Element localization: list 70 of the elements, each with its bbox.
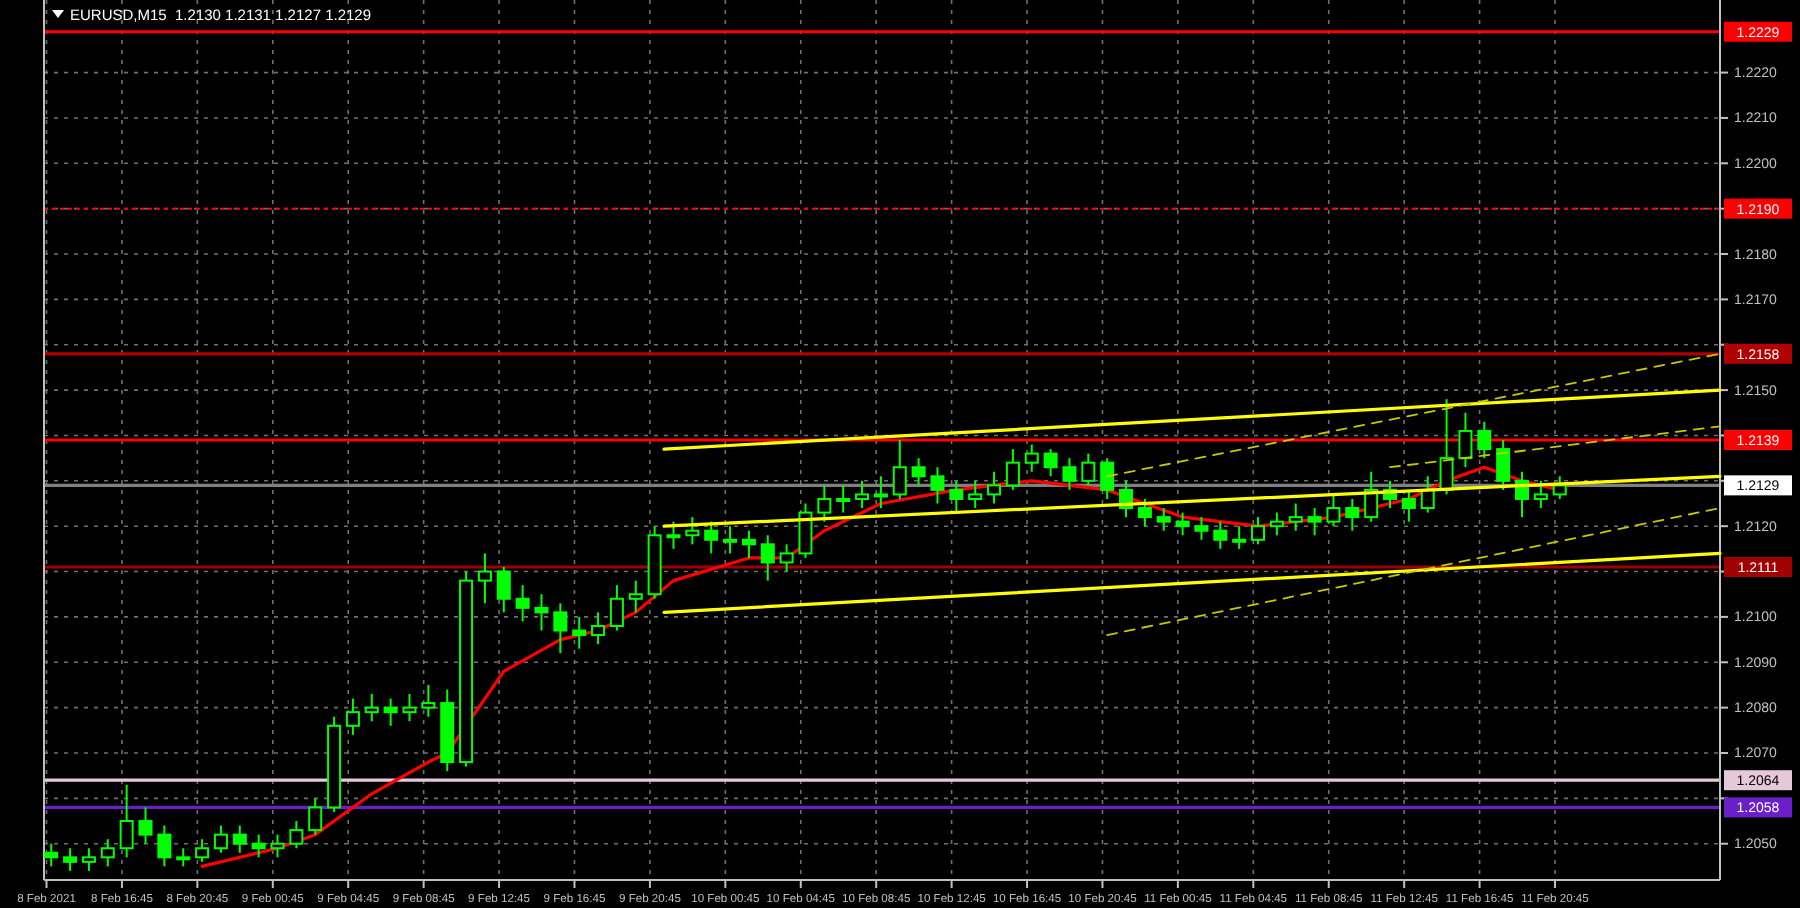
candlestick <box>968 479 983 510</box>
candlestick <box>477 552 492 605</box>
candlestick <box>1232 525 1247 550</box>
candlestick <box>855 479 870 510</box>
candlestick <box>195 838 210 863</box>
candlestick <box>1401 488 1416 523</box>
candlestick <box>704 520 719 555</box>
candlestick <box>251 833 266 859</box>
candlestick <box>553 602 568 655</box>
candlestick <box>1137 497 1152 528</box>
candlestick <box>289 820 304 850</box>
candlestick <box>1307 507 1322 537</box>
candlestick <box>308 797 323 836</box>
candlestick <box>1496 439 1511 491</box>
candlestick <box>741 529 756 559</box>
candlestick <box>1326 493 1341 528</box>
candlestick <box>157 824 172 868</box>
candlestick <box>1156 507 1171 532</box>
candlestick <box>515 584 530 623</box>
candlestick <box>138 806 153 845</box>
candlestick <box>496 566 511 614</box>
candlestick <box>836 484 851 514</box>
candlestick <box>1477 420 1492 460</box>
candlestick <box>534 593 549 632</box>
candlestick <box>44 842 59 868</box>
candlestick <box>1062 457 1077 491</box>
candlestick <box>176 847 191 868</box>
candlestick <box>100 838 115 868</box>
candlestick <box>364 693 379 723</box>
candlestick <box>911 457 926 487</box>
candlestick <box>628 579 643 614</box>
candlestick <box>1100 457 1115 500</box>
candlestick <box>232 824 247 854</box>
candlestick <box>666 520 681 550</box>
candlestick <box>873 475 888 510</box>
candlestick <box>421 683 436 718</box>
candlestick <box>1213 520 1228 550</box>
candlestick <box>1288 502 1303 532</box>
candlestick <box>383 697 398 727</box>
candlestick <box>779 543 794 573</box>
candlestick <box>1458 411 1473 469</box>
candlestick <box>1043 448 1058 478</box>
candlestick <box>609 584 624 632</box>
candlestick <box>1251 516 1266 546</box>
candlestick <box>591 611 606 646</box>
candlestick <box>949 479 964 514</box>
candlestick <box>572 615 587 650</box>
candlestick <box>817 484 832 523</box>
candlestick <box>930 466 945 505</box>
candlestick <box>270 833 285 859</box>
candlestick <box>1345 497 1360 532</box>
candlestick <box>1533 479 1548 510</box>
candlestick <box>1081 452 1096 487</box>
candlestick <box>81 847 96 872</box>
candlestick <box>798 502 813 559</box>
candlestick <box>987 470 1002 505</box>
candlestick <box>760 534 775 582</box>
candlestick <box>723 525 738 555</box>
candlestick <box>213 824 228 854</box>
candlestick <box>402 693 417 723</box>
candlestick <box>119 783 134 859</box>
candlestick <box>345 697 360 736</box>
candlestick <box>1005 448 1020 491</box>
candlestick <box>1175 511 1190 537</box>
candlestick <box>1269 511 1284 537</box>
candlestick <box>892 439 907 500</box>
candlestick <box>1194 516 1209 541</box>
candlestick <box>685 516 700 546</box>
candlestick <box>63 847 78 872</box>
candlestick <box>1024 443 1039 473</box>
